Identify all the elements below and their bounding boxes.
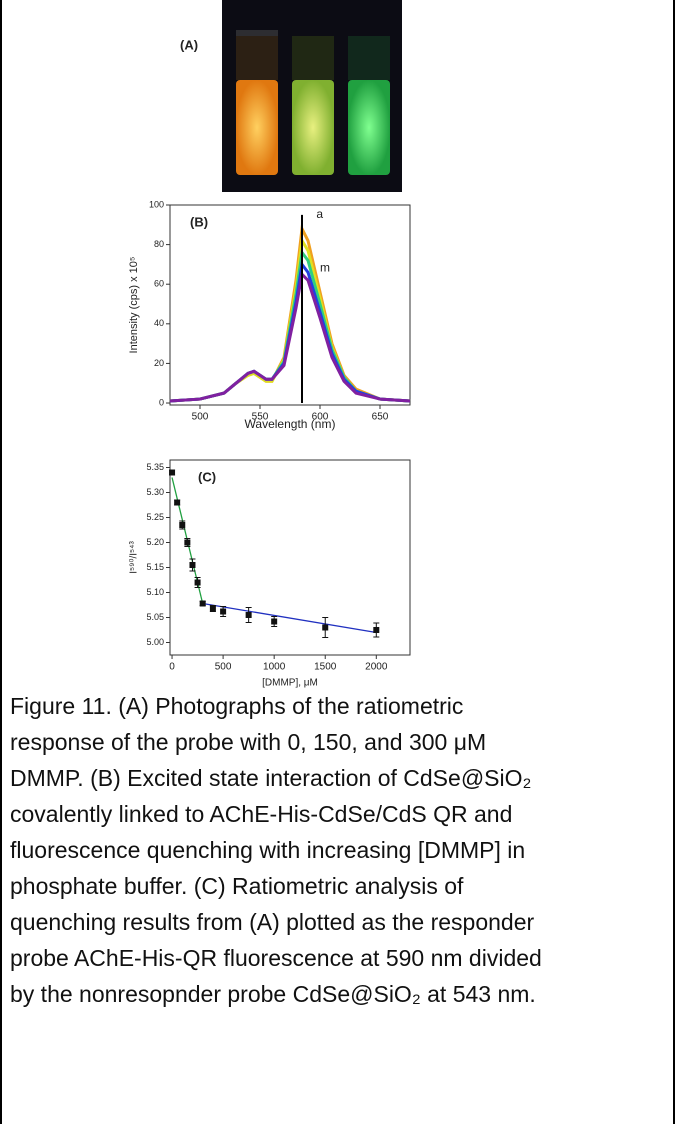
y-tick-label: 5.35	[146, 462, 164, 472]
y-tick-label: 80	[154, 239, 164, 249]
caption-line: quenching results from (A) plotted as th…	[10, 909, 535, 935]
x-tick-label: 600	[312, 412, 329, 423]
data-point	[184, 539, 191, 546]
data-point	[245, 612, 252, 618]
data-point	[220, 608, 227, 615]
data-point	[169, 469, 176, 476]
x-tick-label: 500	[192, 412, 209, 423]
x-tick-label: 1500	[314, 662, 337, 673]
plot-frame	[169, 204, 411, 406]
y-tick-label: 5.10	[146, 587, 164, 597]
data-point	[373, 627, 380, 633]
caption-line: response of the probe with 0, 150, and 3…	[10, 729, 487, 755]
caption-line: DMMP. (B) Excited state interaction of C…	[10, 765, 532, 791]
caption-line: phosphate buffer. (C) Ratiometric analys…	[10, 873, 464, 899]
y-tick-label: 5.25	[146, 512, 164, 522]
x-tick-label: 550	[252, 412, 269, 423]
data-point	[271, 618, 278, 625]
x-tick-label: 500	[215, 662, 232, 673]
caption-line: probe AChE-His-QR fluorescence at 590 nm…	[10, 945, 542, 971]
annotation: m	[320, 261, 330, 275]
photo-label: (A)	[180, 37, 198, 52]
x-axis-label: Wavelength (nm)	[245, 417, 336, 431]
data-point	[189, 562, 196, 568]
data-point	[179, 522, 186, 528]
x-tick-label: 0	[169, 662, 175, 673]
caption-line: by the nonresopnder probe CdSe@SiO₂ at 5…	[10, 981, 536, 1007]
y-tick-label: 60	[154, 279, 164, 289]
panel-label: (C)	[198, 469, 216, 484]
data-point	[174, 499, 181, 506]
annotation: a	[316, 207, 323, 221]
y-tick-label: 0	[159, 397, 164, 407]
y-tick-label: 5.30	[146, 487, 164, 497]
x-tick-label: 1000	[263, 662, 286, 673]
y-tick-label: 40	[154, 318, 164, 328]
y-tick-label: 100	[149, 199, 164, 209]
y-tick-label: 5.05	[146, 612, 164, 622]
spectrum-line	[169, 271, 411, 403]
x-tick-label: 2000	[365, 662, 388, 673]
y-tick-label: 5.20	[146, 537, 164, 547]
photo	[222, 0, 402, 192]
x-axis-label: [DMMP], μM	[262, 678, 318, 689]
caption-line: covalently linked to AChE-His-CdSe/CdS Q…	[10, 801, 513, 827]
caption-line: Figure 11. (A) Photographs of the ratiom…	[10, 693, 464, 719]
y-axis-label: I⁵⁹⁰/I⁵⁴³	[129, 541, 140, 574]
y-tick-label: 5.00	[146, 637, 164, 647]
x-tick-label: 650	[372, 412, 389, 423]
y-tick-label: 20	[154, 358, 164, 368]
y-axis-label: Intensity (cps) x 10⁵	[128, 257, 140, 354]
y-tick-label: 5.15	[146, 562, 164, 572]
data-point	[209, 605, 216, 612]
data-point	[322, 624, 329, 631]
data-point	[194, 579, 201, 586]
plot-frame	[169, 459, 411, 656]
panel-label: (B)	[190, 214, 208, 229]
fit-line	[202, 602, 377, 634]
caption-line: fluorescence quenching with increasing […	[10, 837, 526, 863]
data-point	[199, 600, 206, 607]
